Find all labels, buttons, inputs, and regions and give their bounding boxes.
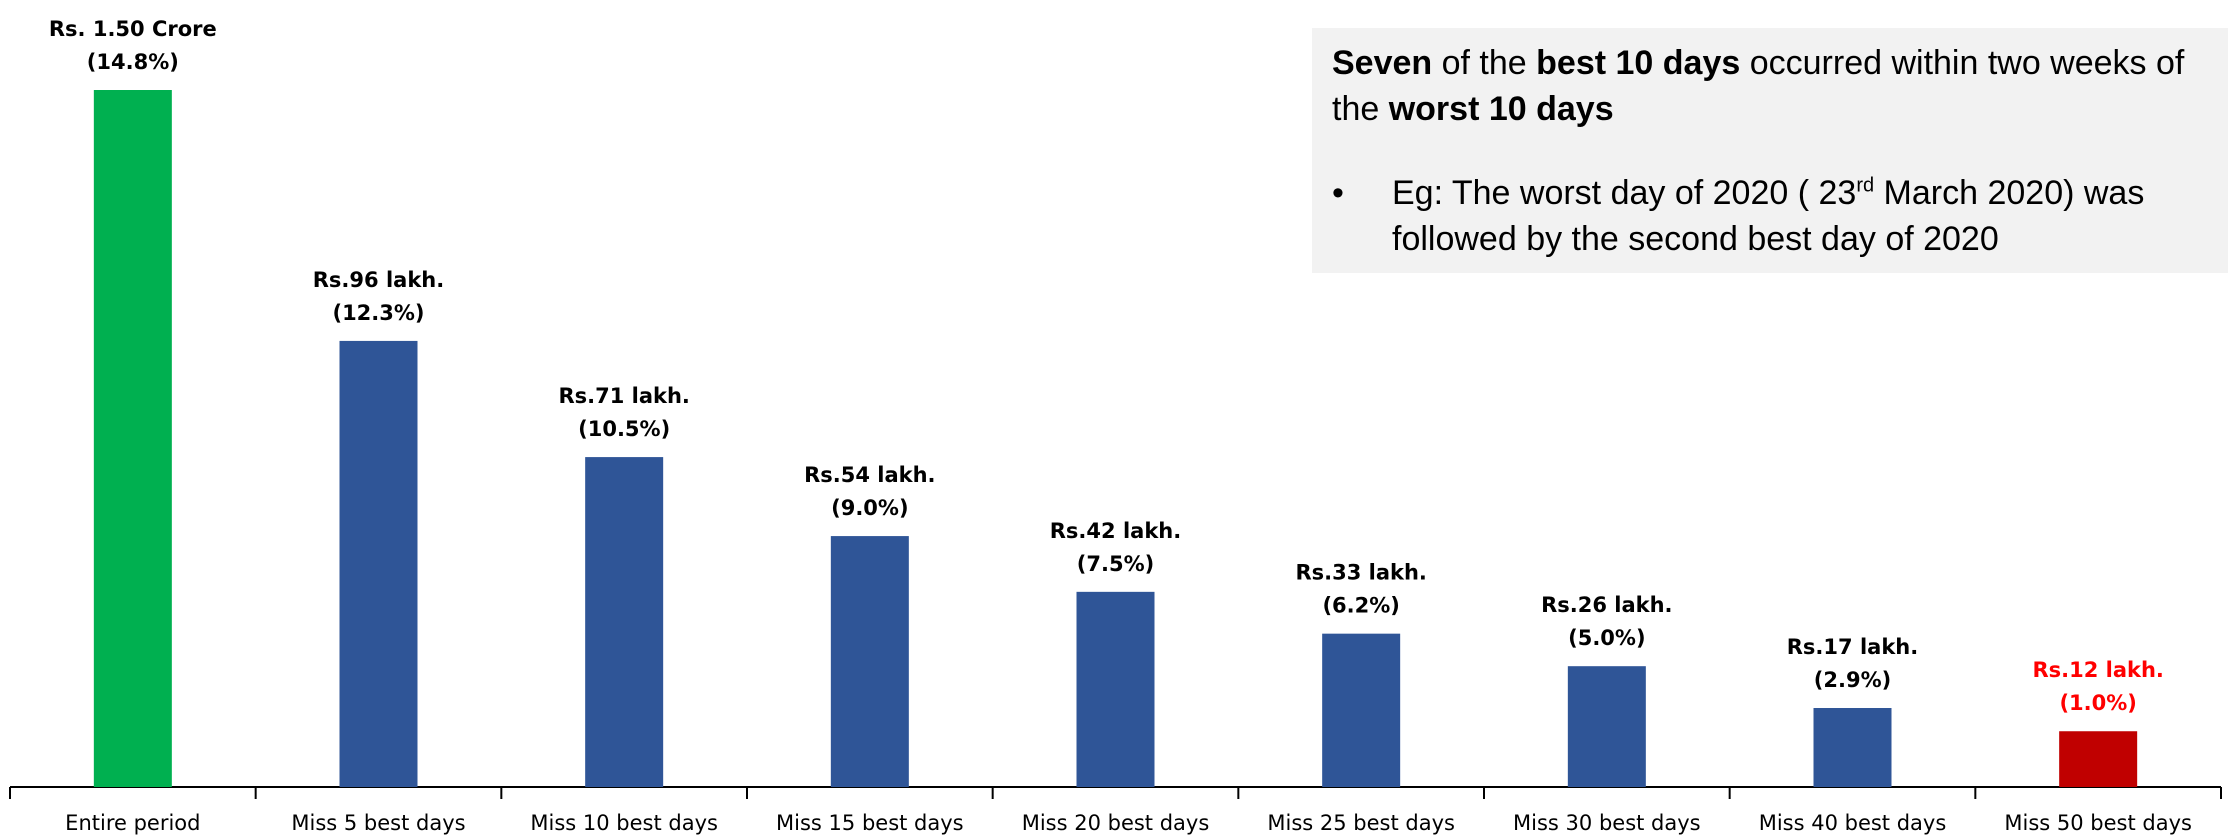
text-run: March 2020) was followed by the second b…	[1392, 174, 2145, 258]
return-label: (6.2%)	[1322, 594, 1399, 618]
return-label: (10.5%)	[578, 417, 670, 441]
value-label: Rs.42 lakh.	[1050, 519, 1181, 543]
return-label: (9.0%)	[831, 496, 908, 520]
text-run: Seven	[1332, 44, 1433, 82]
bar	[339, 340, 418, 787]
bullet-text: Eg: The worst day of 2020 ( 23rd March 2…	[1392, 170, 2208, 262]
text-run: rd	[1856, 174, 1875, 197]
value-label: Rs.54 lakh.	[804, 463, 935, 487]
x-tick-label: Miss 25 best days	[1267, 811, 1455, 835]
value-label: Rs.12 lakh.	[2032, 658, 2163, 682]
value-label: Rs.33 lakh.	[1295, 561, 1426, 585]
bar	[1076, 591, 1155, 787]
value-label: Rs.96 lakh.	[313, 268, 444, 292]
value-label: Rs.26 lakh.	[1541, 593, 1672, 617]
headline: Seven of the best 10 days occurred withi…	[1332, 40, 2208, 132]
bullet: • Eg: The worst day of 2020 ( 23rd March…	[1332, 170, 2208, 262]
return-label: (2.9%)	[1814, 668, 1891, 692]
value-label: Rs.17 lakh.	[1787, 635, 1918, 659]
annotation-box: Seven of the best 10 days occurred withi…	[1312, 28, 2228, 273]
x-tick-label: Miss 15 best days	[776, 811, 964, 835]
bar	[1322, 633, 1401, 787]
bullet-marker: •	[1332, 174, 1344, 212]
value-label: Rs. 1.50 Crore	[49, 17, 217, 41]
text-run: occurred within two weeks of the	[1332, 44, 2185, 128]
return-label: (7.5%)	[1077, 552, 1154, 576]
return-label: (12.3%)	[332, 301, 424, 325]
text-run: best 10 days	[1536, 44, 1741, 82]
bar	[93, 90, 172, 787]
x-tick-label: Miss 50 best days	[2004, 811, 2192, 835]
x-tick-label: Miss 10 best days	[530, 811, 718, 835]
text-run: Eg: The worst day of 2020 ( 23	[1392, 174, 1857, 212]
text-run: of the	[1432, 44, 1537, 82]
value-label: Rs.71 lakh.	[558, 384, 689, 408]
x-tick-label: Miss 40 best days	[1759, 811, 1947, 835]
x-tick-label: Miss 5 best days	[291, 811, 465, 835]
bar	[585, 457, 664, 787]
return-label: (1.0%)	[2059, 691, 2136, 715]
x-tick-label: Entire period	[65, 811, 200, 835]
bar	[830, 536, 909, 787]
x-tick-label: Miss 30 best days	[1513, 811, 1701, 835]
return-label: (14.8%)	[87, 50, 179, 74]
bar	[1813, 708, 1892, 787]
bar	[1567, 666, 1646, 787]
bar	[2059, 731, 2138, 787]
x-tick-label: Miss 20 best days	[1022, 811, 1210, 835]
text-run: worst 10 days	[1388, 90, 1614, 128]
return-label: (5.0%)	[1568, 626, 1645, 650]
